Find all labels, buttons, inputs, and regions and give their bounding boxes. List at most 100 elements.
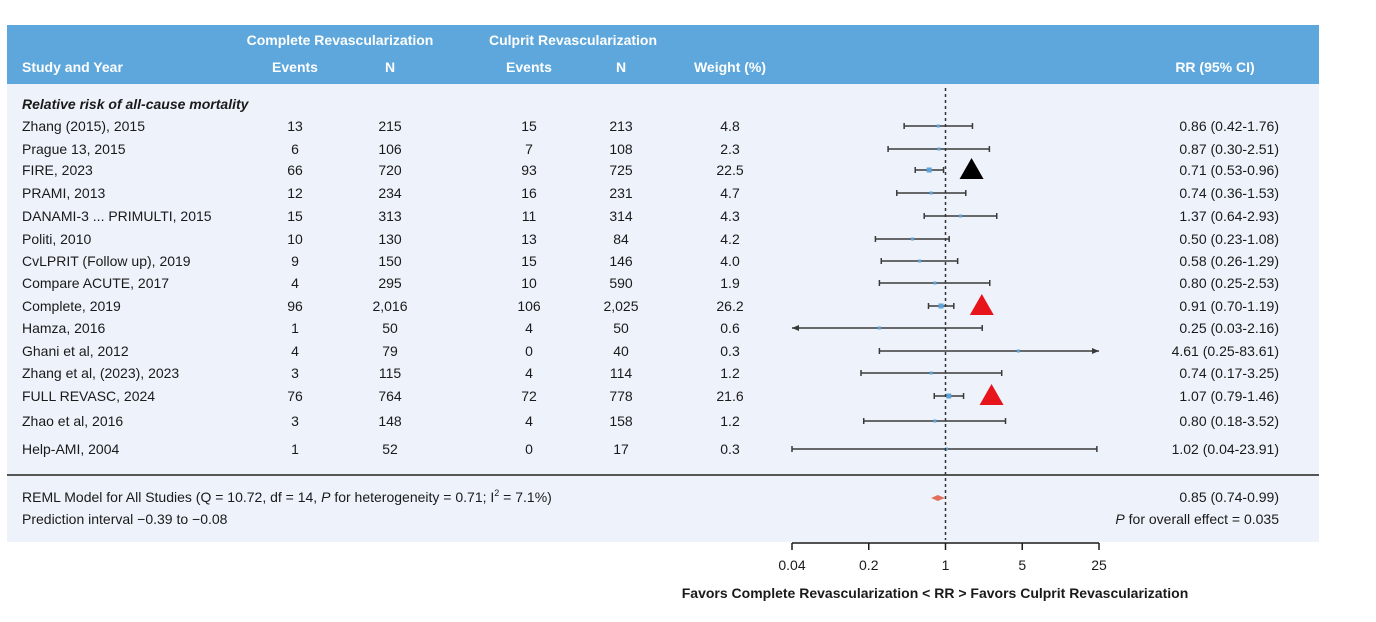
row-study-name: Complete, 2019 xyxy=(22,298,121,314)
row-complete-events: 1 xyxy=(291,441,299,457)
row-culprit-events: 0 xyxy=(525,343,533,359)
point-estimate xyxy=(910,237,914,241)
row-rr-ci: 1.37 (0.64-2.93) xyxy=(1179,208,1279,224)
row-culprit-n: 2,025 xyxy=(603,298,638,314)
row-study-name: Compare ACUTE, 2017 xyxy=(22,275,169,291)
row-study-name: FULL REVASC, 2024 xyxy=(22,388,155,404)
row-rr-ci: 0.91 (0.70-1.19) xyxy=(1179,298,1279,314)
pooled-model-label: REML Model for All Studies (Q = 10.72, d… xyxy=(22,488,552,505)
row-rr-ci: 1.02 (0.04-23.91) xyxy=(1172,441,1279,457)
row-weight: 21.6 xyxy=(716,388,743,404)
row-culprit-events: 10 xyxy=(521,275,537,291)
row-culprit-n: 146 xyxy=(609,253,633,269)
point-estimate xyxy=(937,147,941,151)
row-complete-n: 215 xyxy=(378,118,402,134)
row-culprit-n: 84 xyxy=(613,231,629,247)
header-group-complete: Complete Revascularization xyxy=(247,32,434,48)
row-complete-n: 720 xyxy=(378,162,402,178)
row-weight: 4.2 xyxy=(720,231,740,247)
row-weight: 1.2 xyxy=(720,413,740,429)
header-study-and-year: Study and Year xyxy=(22,59,123,75)
row-weight: 1.2 xyxy=(720,365,740,381)
ci-arrow-right xyxy=(1092,348,1099,354)
point-estimate xyxy=(946,393,952,399)
row-complete-events: 96 xyxy=(287,298,303,314)
row-culprit-events: 4 xyxy=(525,320,533,336)
row-weight: 4.3 xyxy=(720,208,740,224)
header-weight: Weight (%) xyxy=(694,59,766,75)
row-complete-n: 106 xyxy=(378,141,402,157)
point-estimate xyxy=(936,124,940,128)
point-estimate xyxy=(944,447,948,451)
row-study-name: Hamza, 2016 xyxy=(22,320,105,336)
row-study-name: Zhang (2015), 2015 xyxy=(22,118,145,134)
row-culprit-n: 40 xyxy=(613,343,629,359)
point-estimate xyxy=(877,326,881,330)
row-culprit-events: 11 xyxy=(522,208,537,224)
row-complete-events: 3 xyxy=(291,365,299,381)
row-weight: 0.3 xyxy=(720,441,740,457)
red-triangle-marker xyxy=(969,294,994,315)
row-culprit-events: 4 xyxy=(525,413,533,429)
x-tick-label: 0.04 xyxy=(778,557,805,573)
row-culprit-n: 50 xyxy=(613,320,629,336)
point-estimate xyxy=(929,371,933,375)
x-tick-label: 0.2 xyxy=(859,557,879,573)
row-culprit-events: 16 xyxy=(521,185,537,201)
row-culprit-events: 0 xyxy=(525,441,533,457)
row-study-name: DANAMI-3 ... PRIMULTI, 2015 xyxy=(22,208,212,224)
row-culprit-events: 15 xyxy=(521,253,537,269)
row-weight: 22.5 xyxy=(716,162,743,178)
header-group-culprit: Culprit Revascularization xyxy=(489,32,657,48)
x-axis-label: Favors Complete Revascularization < RR >… xyxy=(682,585,1189,601)
row-complete-n: 130 xyxy=(378,231,402,247)
row-study-name: Help-AMI, 2004 xyxy=(22,441,119,457)
row-complete-n: 150 xyxy=(378,253,402,269)
row-culprit-n: 314 xyxy=(609,208,633,224)
row-complete-n: 79 xyxy=(382,343,398,359)
row-culprit-events: 15 xyxy=(521,118,537,134)
row-rr-ci: 0.25 (0.03-2.16) xyxy=(1179,320,1279,336)
x-tick-label: 5 xyxy=(1018,557,1026,573)
row-complete-events: 6 xyxy=(291,141,299,157)
red-triangle-marker xyxy=(979,384,1004,405)
row-culprit-n: 114 xyxy=(610,365,633,381)
header-complete-events: Events xyxy=(272,59,318,75)
row-weight: 26.2 xyxy=(716,298,743,314)
row-complete-events: 9 xyxy=(291,253,299,269)
plot-marks xyxy=(791,123,1099,501)
row-study-name: FIRE, 2023 xyxy=(22,162,93,178)
row-complete-n: 115 xyxy=(379,365,402,381)
row-rr-ci: 0.74 (0.17-3.25) xyxy=(1179,365,1279,381)
pooled-diamond xyxy=(931,495,946,501)
point-estimate xyxy=(926,167,932,173)
table-panel xyxy=(7,84,1319,542)
row-rr-ci: 0.80 (0.18-3.52) xyxy=(1179,413,1279,429)
row-complete-n: 50 xyxy=(382,320,398,336)
row-complete-events: 66 xyxy=(287,162,303,178)
ci-arrow-left xyxy=(792,325,799,331)
row-culprit-n: 590 xyxy=(609,275,633,291)
header-culprit-events: Events xyxy=(506,59,552,75)
row-culprit-n: 108 xyxy=(609,141,633,157)
row-study-name: Politi, 2010 xyxy=(22,231,91,247)
row-complete-events: 1 xyxy=(291,320,299,336)
row-culprit-events: 4 xyxy=(525,365,533,381)
header-rr-ci: RR (95% CI) xyxy=(1175,59,1254,75)
row-complete-n: 52 xyxy=(382,441,398,457)
row-weight: 4.7 xyxy=(720,185,740,201)
row-culprit-events: 106 xyxy=(517,298,541,314)
row-complete-n: 764 xyxy=(378,388,402,404)
row-study-name: PRAMI, 2013 xyxy=(22,185,105,201)
row-culprit-events: 13 xyxy=(521,231,537,247)
row-complete-n: 2,016 xyxy=(372,298,407,314)
overall-effect: P for overall effect = 0.035 xyxy=(1115,511,1279,527)
header-band xyxy=(7,25,1319,84)
row-culprit-n: 725 xyxy=(609,162,633,178)
row-rr-ci: 0.74 (0.36-1.53) xyxy=(1179,185,1279,201)
point-estimate xyxy=(929,191,933,195)
row-culprit-events: 7 xyxy=(525,141,533,157)
row-rr-ci: 0.86 (0.42-1.76) xyxy=(1179,118,1279,134)
row-study-name: Zhao et al, 2016 xyxy=(22,413,123,429)
